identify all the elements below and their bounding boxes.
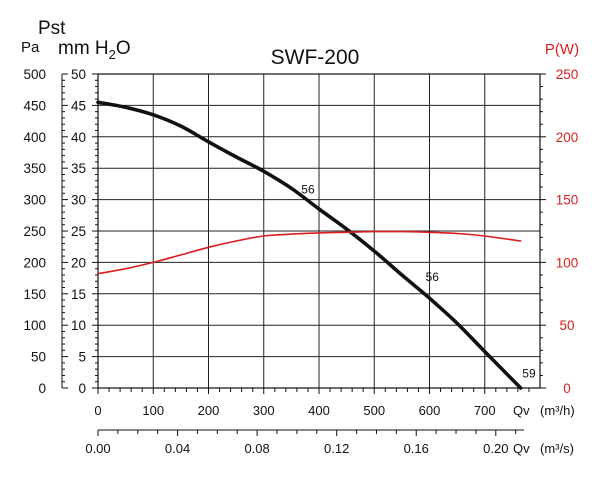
noise-level-annotation: 59 (522, 366, 536, 380)
x-tick-label-m3s: 0.04 (165, 441, 190, 456)
axes (61, 73, 546, 436)
x-tick-label-m3h: 600 (419, 403, 441, 418)
power-curve (97, 230, 522, 275)
mmh2o-subscript: 2 (109, 47, 116, 62)
y-tick-label-power: 250 (556, 67, 579, 82)
power-unit-label: P(W) (545, 41, 579, 58)
noise-level-annotation: 56 (301, 182, 315, 196)
y-tick-label-power: 0 (563, 381, 571, 396)
y-tick-label-mmh2o: 5 (78, 350, 86, 365)
x-tick-label-m3s: 0.00 (85, 441, 110, 456)
mmh2o-unit-label: mm H2O (58, 38, 131, 62)
y-tick-label-pa: 0 (38, 381, 46, 396)
x-tick-label-m3h: 500 (363, 403, 385, 418)
chart-title: SWF-200 (271, 46, 360, 69)
y-tick-label-pa: 500 (23, 67, 46, 82)
x-axis-label-m3h: Qv (513, 403, 530, 418)
y-tick-label-pa: 100 (23, 318, 46, 333)
y-tick-label-pa: 400 (23, 130, 46, 145)
y-tick-label-mmh2o: 40 (71, 130, 86, 145)
y-tick-label-pa: 300 (23, 193, 46, 208)
mmh2o-suffix: O (116, 38, 131, 59)
pst-label: Pst (38, 18, 66, 39)
y-tick-label-pa: 450 (23, 98, 46, 113)
y-tick-label-mmh2o: 20 (71, 255, 86, 270)
y-tick-label-mmh2o: 25 (71, 224, 86, 239)
x-tick-label-m3s: 0.20 (483, 441, 508, 456)
x-axis-label-m3s: Qv (513, 441, 530, 456)
x-tick-label-m3h: 300 (253, 403, 275, 418)
tick-labels: 0 100 200 300 400 500 600 700 Qv (m³/h)0.00 0.04 0.… (23, 67, 578, 456)
x-tick-label-m3s: 0.08 (244, 441, 269, 456)
y-tick-label-pa: 200 (23, 255, 46, 270)
x-tick-label-m3h: 200 (198, 403, 220, 418)
y-tick-label-power: 150 (556, 193, 579, 208)
y-tick-label-mmh2o: 15 (71, 287, 86, 302)
y-tick-label-mmh2o: 50 (71, 67, 86, 82)
x-tick-label-m3s: 0.16 (404, 441, 429, 456)
y-tick-label-power: 50 (559, 318, 574, 333)
x-tick-label-m3h: 400 (308, 403, 330, 418)
mmh2o-prefix: mm H (58, 38, 109, 59)
x-axis-unit-m3h: (m³/h) (540, 403, 575, 418)
y-tick-label-power: 100 (556, 255, 579, 270)
x-tick-label-m3h: 700 (474, 403, 496, 418)
y-tick-label-pa: 350 (23, 161, 46, 176)
y-tick-label-power: 200 (556, 130, 579, 145)
x-tick-label-m3h: 100 (142, 403, 164, 418)
noise-level-annotation: 56 (426, 270, 440, 284)
y-tick-label-pa: 50 (31, 350, 46, 365)
y-tick-label-mmh2o: 0 (78, 381, 86, 396)
x-tick-label-m3s: 0.12 (324, 441, 349, 456)
y-tick-label-pa: 250 (23, 224, 46, 239)
x-axis-unit-m3s: (m³/s) (540, 441, 574, 456)
pressure-curve (96, 100, 523, 390)
y-tick-label-mmh2o: 10 (71, 318, 86, 333)
pa-unit-label: Pa (21, 39, 40, 56)
curves (96, 100, 523, 390)
x-tick-label-m3h: 0 (94, 403, 101, 418)
y-tick-label-mmh2o: 45 (71, 98, 86, 113)
y-tick-label-mmh2o: 30 (71, 193, 86, 208)
y-tick-label-mmh2o: 35 (71, 161, 86, 176)
y-tick-label-pa: 150 (23, 287, 46, 302)
